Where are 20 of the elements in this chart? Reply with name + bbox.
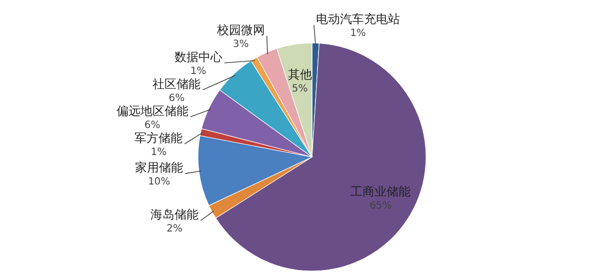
data-label: 6% — [144, 120, 160, 131]
slice-label: 偏远地区储能 — [116, 104, 188, 118]
slice-label: 家用储能 — [135, 160, 184, 175]
data-label: 1% — [190, 66, 206, 77]
slice-label: 其他 — [288, 67, 312, 82]
slice-label: 校园微网 — [216, 22, 265, 37]
data-label: 10% — [148, 176, 170, 188]
data-label: 2% — [166, 224, 183, 235]
slice-label: 社区储能 — [152, 76, 201, 91]
slice-label: 军方储能 — [134, 130, 183, 145]
data-label: 65% — [370, 200, 392, 212]
slice-label: 电动汽车充电站 — [316, 12, 400, 26]
data-label: 1% — [350, 28, 366, 40]
data-label: 6% — [168, 92, 185, 104]
data-label: 3% — [232, 38, 249, 50]
slice-label: 数据中心 — [174, 50, 222, 64]
data-label: 5% — [292, 83, 308, 94]
slice-label: 工商业储能 — [350, 184, 411, 199]
data-label: 1% — [150, 146, 167, 158]
slice-label: 海岛储能 — [150, 208, 199, 222]
